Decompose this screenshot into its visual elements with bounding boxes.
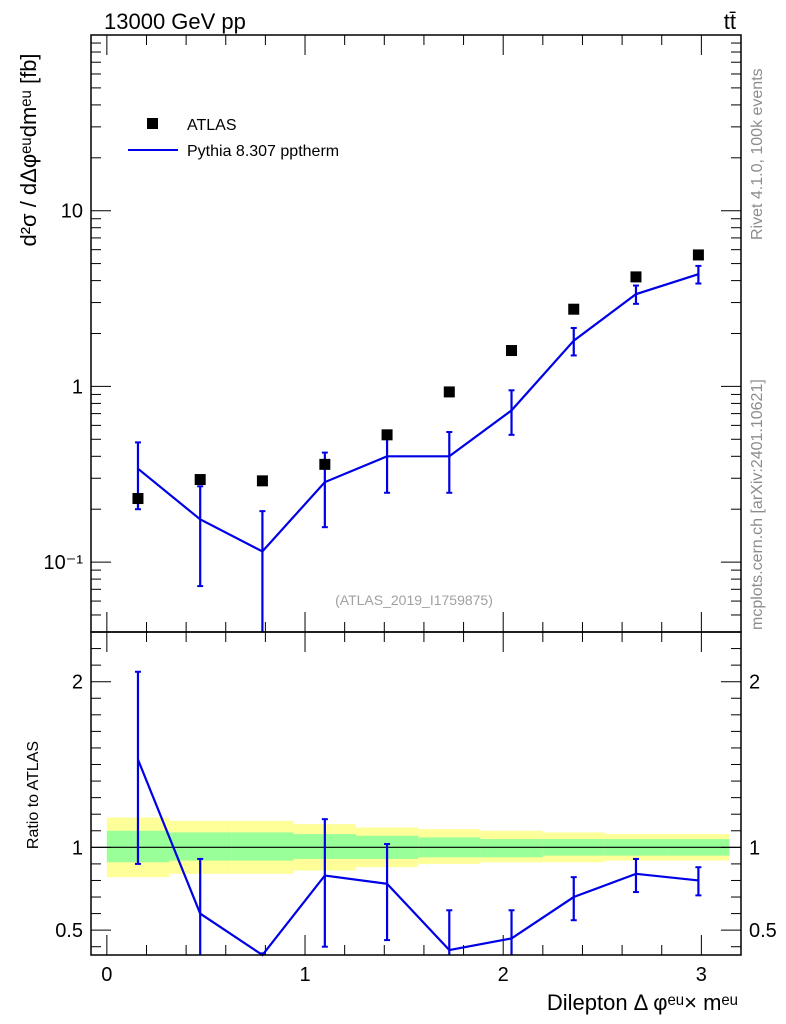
atlas-data-point <box>692 249 704 261</box>
legend-atlas-marker <box>147 118 158 129</box>
ratio-series-line <box>136 759 699 957</box>
atlas-data-point <box>256 475 268 487</box>
ratio-axis-ticks: 0.5 0.5 1 1 2 2 0 1 2 3 <box>55 632 777 986</box>
x-axis-label: Dilepton Δ φᵉᵘ× mᵉᵘ <box>547 990 738 1015</box>
legend-atlas-label: ATLAS <box>187 117 237 134</box>
atlas-data-point <box>630 271 642 283</box>
main-y-tick-label: 10⁻¹ <box>44 552 84 574</box>
green-band-bin <box>480 839 543 858</box>
ratio-panel-frame <box>90 631 742 956</box>
ratio-y-axis-label: Ratio to ATLAS <box>25 741 42 849</box>
atlas-data-point <box>568 303 580 315</box>
main-axis-ticks: 10⁻¹ 1 10 <box>44 35 741 633</box>
x-tick-label: 1 <box>299 964 310 986</box>
analysis-label: (ATLAS_2019_I1759875) <box>335 592 493 608</box>
ratio-y-tick-label-left: 0.5 <box>55 920 83 942</box>
legend-pythia-label: Pythia 8.307 pptherm <box>187 143 339 160</box>
mcplots-label: mcplots.cern.ch [arXiv:2401.10621] <box>749 379 766 630</box>
main-y-tick-label: 1 <box>72 376 83 398</box>
mc-line <box>137 273 699 553</box>
ratio-line <box>136 759 699 957</box>
main-y-axis-label: d²σ / dΔφᵉᵘdmᵉᵘ [fb] <box>16 53 41 246</box>
mc-series-line <box>137 273 699 553</box>
legend: ATLAS Pythia 8.307 pptherm <box>128 117 339 160</box>
atlas-data-point <box>506 345 518 357</box>
header-energy-label: 13000 GeV pp <box>104 9 246 34</box>
ratio-y-tick-label-right: 1 <box>749 837 760 859</box>
header-process-label: tt̄ <box>724 9 736 34</box>
ratio-error-bars <box>134 670 702 955</box>
atlas-data-point <box>132 493 144 505</box>
x-tick-label: 3 <box>696 964 707 986</box>
ratio-y-tick-label-right: 2 <box>749 672 760 694</box>
atlas-data-points <box>132 249 704 505</box>
x-tick-label: 2 <box>498 964 509 986</box>
green-band-bin <box>231 832 294 861</box>
atlas-data-point <box>443 386 455 398</box>
rivet-version-label: Rivet 4.1.0, 100k events <box>749 68 766 240</box>
mc-error-bars <box>134 264 702 632</box>
ratio-y-tick-label-left: 2 <box>72 672 83 694</box>
atlas-data-point <box>381 429 393 441</box>
x-tick-label: 0 <box>101 964 112 986</box>
main-y-tick-label: 10 <box>61 201 83 223</box>
atlas-data-point <box>319 458 331 470</box>
atlas-data-point <box>194 474 206 486</box>
ratio-y-tick-label-right: 0.5 <box>749 920 777 942</box>
green-band-bin <box>169 832 232 861</box>
ratio-uncertainty-bands <box>91 817 741 878</box>
ratio-y-tick-label-left: 1 <box>72 837 83 859</box>
